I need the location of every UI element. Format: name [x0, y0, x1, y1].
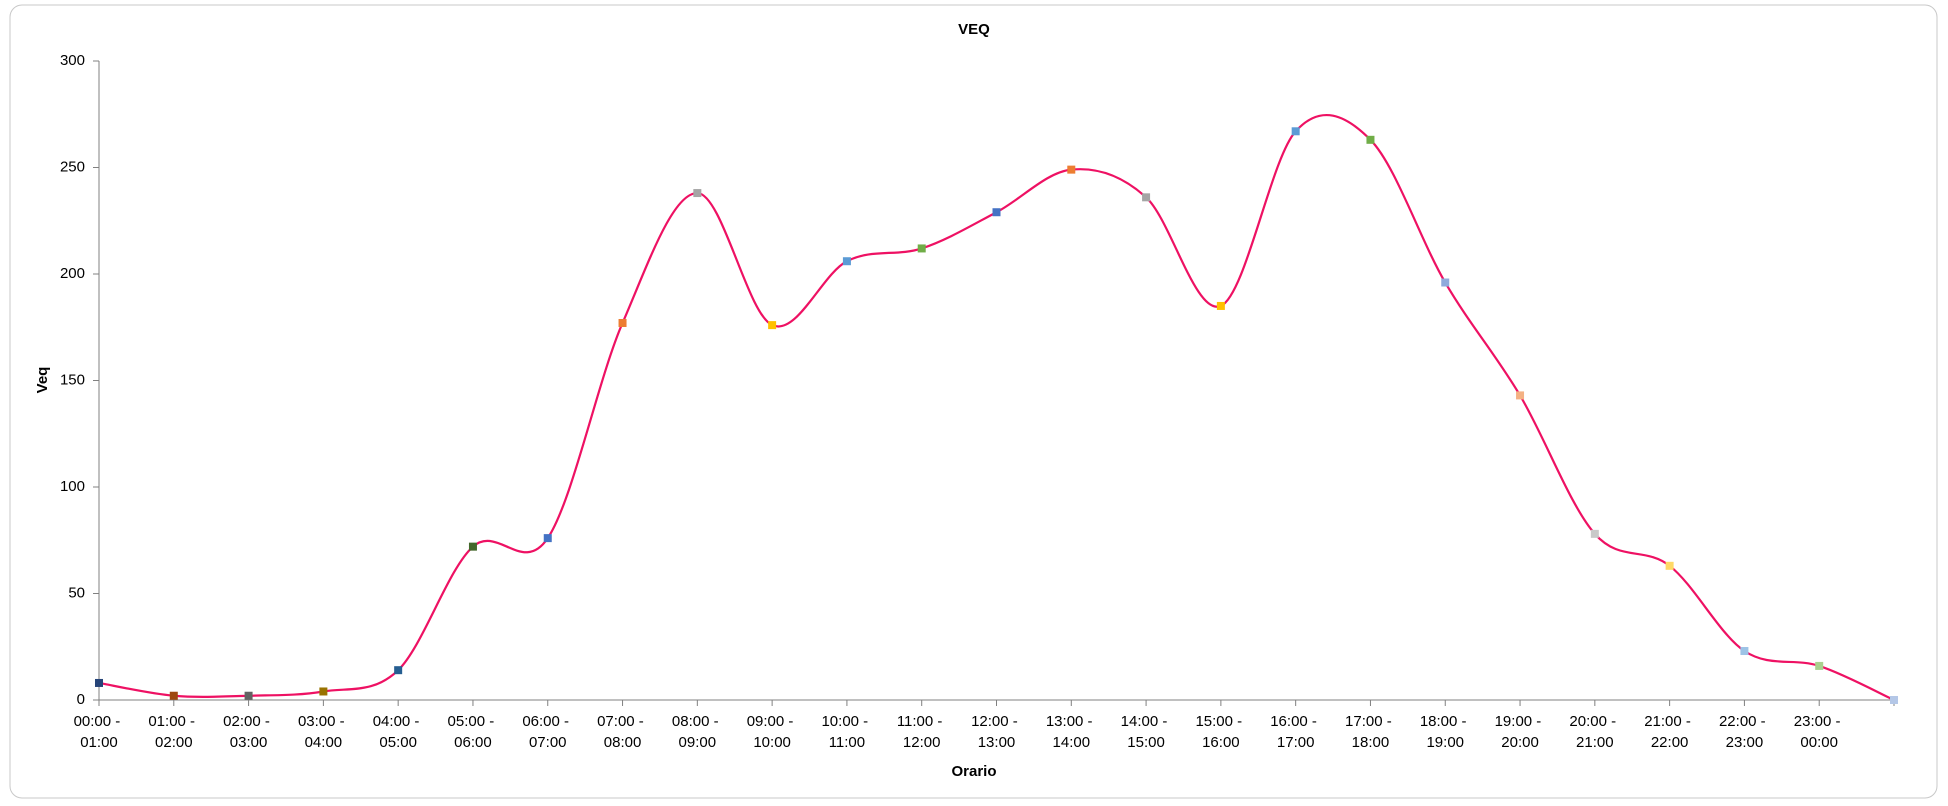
marker	[693, 189, 702, 198]
x-tick-label: 23:00 - 00:00	[1794, 713, 1845, 751]
marker	[917, 244, 926, 253]
y-tick-label: 50	[68, 584, 85, 601]
y-tick-label: 250	[60, 158, 85, 175]
marker	[468, 542, 477, 551]
x-tick-label: 16:00 - 17:00	[1270, 713, 1321, 751]
x-tick-label: 00:00 - 01:00	[74, 713, 125, 751]
x-tick-label: 17:00 - 18:00	[1345, 713, 1396, 751]
x-tick-label: 06:00 - 07:00	[522, 713, 573, 751]
x-tick-label: 11:00 - 12:00	[897, 713, 947, 751]
y-tick-label: 200	[60, 265, 85, 282]
marker	[1441, 278, 1450, 287]
x-tick-label: 08:00 - 09:00	[672, 713, 723, 751]
y-tick-label: 150	[60, 371, 85, 388]
x-tick-label: 07:00 - 08:00	[597, 713, 648, 751]
x-tick-label: 04:00 - 05:00	[373, 713, 424, 751]
marker	[1665, 561, 1674, 570]
marker	[1142, 193, 1151, 202]
marker	[842, 257, 851, 266]
x-tick-label: 13:00 - 14:00	[1046, 713, 1097, 751]
marker	[1890, 696, 1898, 704]
x-tick-label: 22:00 - 23:00	[1719, 713, 1770, 751]
marker	[1740, 647, 1749, 656]
x-axis-title: Orario	[951, 763, 996, 780]
marker	[1516, 391, 1525, 400]
marker	[618, 318, 627, 327]
x-tick-label: 02:00 - 03:00	[223, 713, 274, 751]
x-tick-label: 19:00 - 20:00	[1495, 713, 1546, 751]
marker	[992, 208, 1001, 217]
marker	[394, 666, 403, 675]
y-axis-title: Veq	[34, 367, 51, 394]
marker	[768, 321, 777, 330]
marker	[1366, 135, 1375, 144]
marker	[1216, 301, 1225, 310]
marker	[1815, 661, 1824, 670]
marker	[1590, 529, 1599, 538]
x-tick-label: 20:00 - 21:00	[1569, 713, 1620, 751]
marker	[244, 691, 253, 700]
y-tick-label: 0	[77, 691, 85, 708]
x-tick-label: 01:00 - 02:00	[148, 713, 199, 751]
marker	[95, 678, 103, 687]
x-tick-label: 12:00 - 13:00	[971, 713, 1022, 751]
marker	[543, 534, 552, 543]
x-tick-label: 15:00 - 16:00	[1195, 713, 1246, 751]
x-tick-label: 14:00 - 15:00	[1121, 713, 1172, 751]
x-tick-label: 09:00 - 10:00	[747, 713, 798, 751]
chart-title: VEQ	[958, 21, 990, 38]
marker	[1291, 127, 1300, 136]
marker	[1067, 165, 1076, 174]
y-tick-label: 300	[60, 52, 85, 69]
x-tick-label: 10:00 - 11:00	[821, 713, 872, 751]
x-tick-label: 21:00 - 22:00	[1644, 713, 1695, 751]
x-tick-label: 03:00 - 04:00	[298, 713, 349, 751]
marker	[169, 691, 178, 700]
chart-frame	[9, 4, 1938, 799]
x-tick-label: 05:00 - 06:00	[448, 713, 499, 751]
marker	[319, 687, 328, 696]
y-tick-label: 100	[60, 478, 85, 495]
x-tick-label: 18:00 - 19:00	[1420, 713, 1471, 751]
